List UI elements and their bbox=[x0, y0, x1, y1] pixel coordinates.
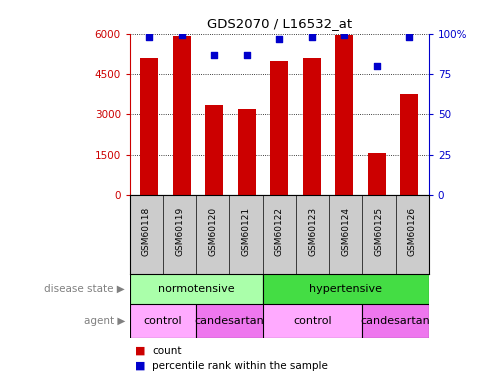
Point bbox=[210, 52, 218, 58]
Bar bbox=[141, 58, 158, 195]
Text: GSM60123: GSM60123 bbox=[308, 207, 317, 256]
Text: control: control bbox=[293, 316, 332, 326]
Text: ■: ■ bbox=[135, 361, 145, 370]
Text: disease state ▶: disease state ▶ bbox=[44, 284, 125, 294]
Text: GSM60119: GSM60119 bbox=[175, 207, 184, 256]
Point bbox=[243, 52, 251, 58]
Text: candesartan: candesartan bbox=[361, 316, 430, 326]
Text: control: control bbox=[144, 316, 182, 326]
Point bbox=[275, 36, 283, 42]
Bar bbox=[362, 304, 429, 338]
Bar bbox=[263, 274, 429, 304]
Text: percentile rank within the sample: percentile rank within the sample bbox=[152, 361, 328, 370]
Text: count: count bbox=[152, 346, 181, 355]
Bar bbox=[173, 36, 191, 195]
Text: GSM60125: GSM60125 bbox=[374, 207, 384, 256]
Point bbox=[405, 34, 413, 40]
Text: agent ▶: agent ▶ bbox=[84, 316, 125, 326]
Bar bbox=[368, 153, 386, 195]
Text: candesartan: candesartan bbox=[195, 316, 265, 326]
Bar bbox=[303, 58, 321, 195]
Bar bbox=[130, 274, 263, 304]
Bar bbox=[400, 94, 418, 195]
Text: GSM60126: GSM60126 bbox=[408, 207, 416, 256]
Bar bbox=[270, 61, 288, 195]
Text: GSM60118: GSM60118 bbox=[142, 207, 151, 256]
Text: GSM60124: GSM60124 bbox=[341, 207, 350, 256]
Bar bbox=[196, 304, 263, 338]
Point bbox=[308, 34, 316, 40]
Bar bbox=[238, 109, 256, 195]
Bar bbox=[335, 35, 353, 195]
Text: GSM60122: GSM60122 bbox=[275, 207, 284, 256]
Bar bbox=[205, 105, 223, 195]
Text: GSM60120: GSM60120 bbox=[208, 207, 218, 256]
Text: normotensive: normotensive bbox=[158, 284, 235, 294]
Point bbox=[373, 63, 381, 69]
Text: ■: ■ bbox=[135, 346, 145, 355]
Bar bbox=[130, 304, 196, 338]
Title: GDS2070 / L16532_at: GDS2070 / L16532_at bbox=[207, 17, 352, 30]
Text: GSM60121: GSM60121 bbox=[242, 207, 250, 256]
Point bbox=[178, 32, 186, 38]
Bar bbox=[263, 304, 362, 338]
Point bbox=[146, 34, 153, 40]
Text: hypertensive: hypertensive bbox=[309, 284, 382, 294]
Point bbox=[341, 32, 348, 38]
